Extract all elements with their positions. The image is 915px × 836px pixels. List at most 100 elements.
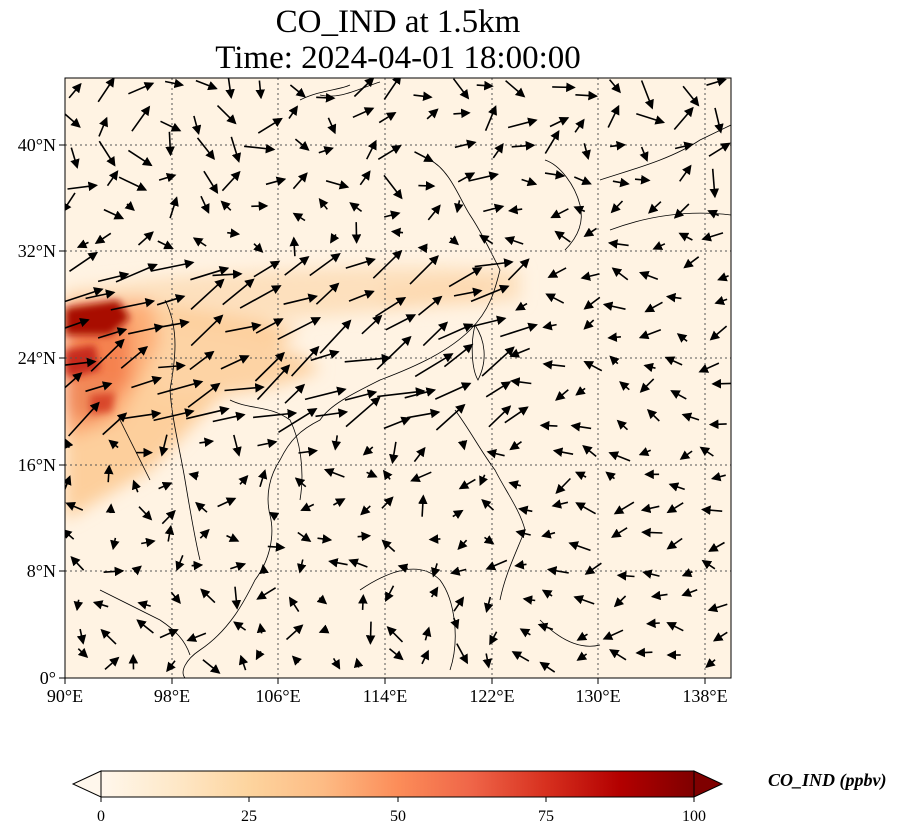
wind-arrow xyxy=(427,204,441,221)
wind-arrow xyxy=(550,208,569,219)
wind-arrow xyxy=(554,230,571,243)
wind-arrow xyxy=(431,563,441,578)
colorbar-tick-label: 100 xyxy=(682,808,706,825)
wind-arrow xyxy=(127,149,153,167)
wind-arrow xyxy=(609,355,620,366)
wind-arrow xyxy=(650,590,668,601)
wind-arrow xyxy=(232,434,242,457)
wind-arrow xyxy=(639,146,649,162)
lat-tick-label: 40°N xyxy=(18,135,56,155)
wind-arrow xyxy=(664,356,683,366)
wind-arrow xyxy=(422,321,449,347)
wind-arrow xyxy=(712,631,728,642)
wind-arrow xyxy=(519,628,531,638)
wind-arrow xyxy=(605,471,616,482)
wind-arrow xyxy=(708,419,727,430)
lon-tick-label: 90°E xyxy=(47,686,83,706)
wind-arrow xyxy=(291,655,303,666)
wind-arrow xyxy=(583,319,595,330)
wind-arrow xyxy=(457,539,468,550)
wind-arrow xyxy=(681,568,693,578)
wind-arrow xyxy=(483,596,494,613)
wind-arrow xyxy=(217,497,237,508)
wind-arrow xyxy=(641,527,663,538)
wind-arrow xyxy=(409,255,439,285)
wind-arrow xyxy=(555,477,571,494)
wind-arrow xyxy=(156,294,186,306)
wind-arrow xyxy=(94,232,112,244)
wind-arrow xyxy=(504,406,529,424)
wind-arrow xyxy=(546,566,569,576)
wind-arrow xyxy=(507,258,530,281)
wind-arrow xyxy=(443,343,474,368)
wind-arrow xyxy=(188,471,199,481)
wind-arrow xyxy=(679,164,692,182)
wind-arrow xyxy=(151,259,195,272)
wind-arrow xyxy=(701,232,724,242)
wind-arrow xyxy=(227,228,241,238)
wind-arrow xyxy=(297,531,312,543)
wind-arrow xyxy=(85,289,116,300)
wind-arrow xyxy=(160,120,182,132)
wind-arrow xyxy=(318,146,334,156)
wind-arrow xyxy=(358,594,368,610)
wind-arrow xyxy=(574,471,587,481)
wind-arrow xyxy=(544,130,560,154)
wind-arrow xyxy=(98,140,116,167)
wind-arrow xyxy=(202,659,221,674)
wind-arrow xyxy=(187,382,221,408)
wind-arrow xyxy=(110,537,120,551)
wind-arrow xyxy=(221,170,241,192)
wind-arrow xyxy=(714,107,724,134)
wind-arrow xyxy=(666,502,684,514)
wind-arrow xyxy=(509,440,522,451)
wind-arrow xyxy=(131,105,151,132)
wind-arrow xyxy=(372,249,403,279)
wind-arrow xyxy=(638,328,662,340)
wind-arrow xyxy=(253,260,281,278)
wind-arrow xyxy=(639,378,655,393)
wind-arrow xyxy=(708,541,725,552)
wind-arrow xyxy=(294,138,310,151)
wind-arrow xyxy=(574,118,585,133)
wind-arrow xyxy=(602,629,624,640)
lon-tick-label: 122°E xyxy=(469,686,514,706)
wind-arrow xyxy=(377,144,402,160)
wind-arrow xyxy=(255,80,266,100)
wind-arrow xyxy=(294,477,307,488)
wind-arrow xyxy=(69,251,99,272)
wind-arrow xyxy=(482,653,492,669)
wind-arrow xyxy=(362,445,374,456)
wind-arrow xyxy=(158,361,186,371)
wind-arrow xyxy=(65,438,74,450)
wind-arrow xyxy=(608,79,621,94)
wind-arrow xyxy=(613,501,635,515)
wind-arrow xyxy=(458,478,476,490)
wind-arrow xyxy=(610,140,627,151)
wind-arrow xyxy=(141,537,156,548)
colorbar-tick-label: 0 xyxy=(97,808,105,825)
lon-tick-label: 98°E xyxy=(154,686,190,706)
wind-arrow xyxy=(233,621,247,631)
wind-arrow xyxy=(542,320,557,331)
wind-arrow xyxy=(253,242,264,253)
wind-arrow xyxy=(333,498,346,508)
lat-axis: 0° 8°N 16°N 24°N 32°N 40°N xyxy=(18,135,65,688)
wind-arrow xyxy=(450,617,460,630)
wind-arrow xyxy=(678,232,693,242)
wind-arrow xyxy=(110,298,156,311)
wind-arrow xyxy=(521,177,538,187)
wind-arrow xyxy=(318,624,330,634)
wind-arrow xyxy=(612,177,630,188)
wind-arrow xyxy=(570,422,592,432)
wind-arrow xyxy=(365,621,376,645)
wind-arrow xyxy=(511,651,530,662)
wind-arrow xyxy=(103,208,125,220)
wind-arrow xyxy=(583,296,601,310)
wind-arrow xyxy=(118,176,148,191)
wind-arrow xyxy=(203,170,219,194)
wind-arrow xyxy=(640,503,660,514)
wind-arrow xyxy=(385,585,395,603)
wind-arrow xyxy=(255,649,265,661)
wind-arrow xyxy=(190,278,225,310)
